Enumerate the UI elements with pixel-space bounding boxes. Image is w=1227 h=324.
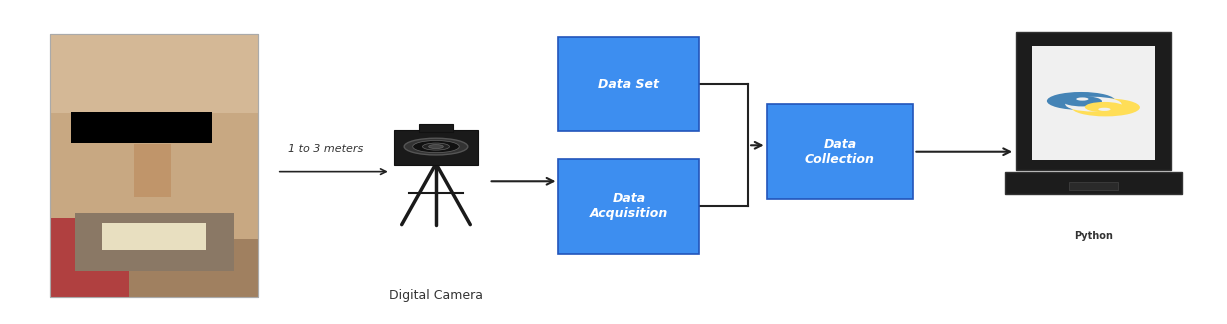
FancyBboxPatch shape [1005,172,1182,194]
Circle shape [1085,102,1124,112]
Bar [50,33,259,297]
Circle shape [1047,92,1115,110]
Circle shape [1063,96,1102,106]
Text: Data
Collection: Data Collection [805,138,875,166]
Text: Data
Acquisition: Data Acquisition [590,192,667,220]
Bar [71,112,212,143]
Bar [134,144,171,197]
FancyBboxPatch shape [1069,182,1118,190]
Text: Data Set: Data Set [599,78,659,91]
FancyBboxPatch shape [1016,32,1171,170]
FancyBboxPatch shape [767,104,913,199]
Text: 1 to 3 meters: 1 to 3 meters [288,144,363,154]
FancyBboxPatch shape [1032,46,1155,160]
Circle shape [422,143,449,150]
Bar [50,33,259,297]
Circle shape [1076,98,1088,101]
FancyBboxPatch shape [394,130,477,165]
Circle shape [1098,108,1110,111]
Text: Python: Python [1074,231,1113,241]
Circle shape [412,141,459,153]
Bar [50,239,259,297]
Bar [75,213,233,271]
Bar [50,33,259,112]
Circle shape [1071,98,1140,116]
FancyBboxPatch shape [558,159,699,254]
FancyBboxPatch shape [418,124,453,132]
Text: Digital Camera: Digital Camera [389,289,483,302]
Bar [102,223,206,249]
Bar [50,218,129,297]
FancyBboxPatch shape [558,37,699,132]
Circle shape [1065,97,1121,111]
Circle shape [404,138,467,155]
Circle shape [428,145,443,148]
